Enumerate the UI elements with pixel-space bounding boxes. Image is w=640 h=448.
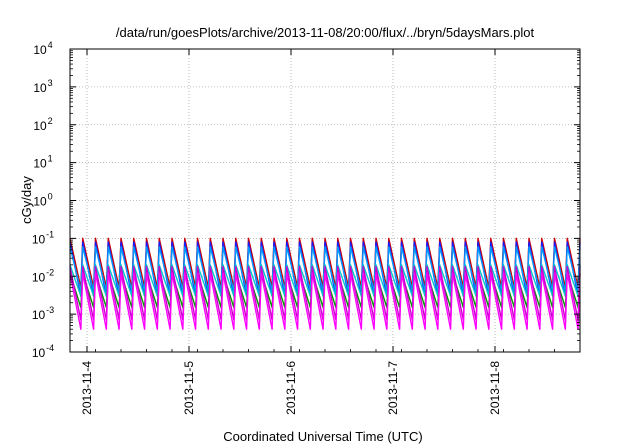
y-tick-label: 101	[33, 154, 52, 171]
x-tick-label: 2013-11-5	[182, 361, 196, 415]
y-tick-label: 100	[33, 192, 52, 209]
y-tick-label: 10-1	[32, 229, 54, 246]
x-tick-label: 2013-11-8	[488, 361, 502, 415]
y-tick-label: 104	[33, 40, 52, 57]
x-tick-label: 2013-11-6	[284, 361, 298, 415]
plot-frame	[69, 48, 581, 353]
chart-title: /data/run/goesPlots/archive/2013-11-08/2…	[116, 25, 535, 40]
y-tick-label: 10-2	[32, 267, 54, 284]
y-tick-label: 10-3	[32, 305, 54, 322]
y-tick-label: 103	[33, 78, 52, 95]
x-tick-label: 2013-11-7	[386, 361, 400, 415]
x-tick-label: 2013-11-4	[80, 361, 94, 415]
x-axis-label: Coordinated Universal Time (UTC)	[223, 429, 422, 444]
y-axis-label: cGy/day	[19, 176, 34, 224]
series-line	[69, 272, 581, 330]
y-tick-label: 102	[33, 116, 52, 133]
y-tick-label: 10-4	[32, 343, 54, 360]
series-layer	[69, 237, 581, 330]
